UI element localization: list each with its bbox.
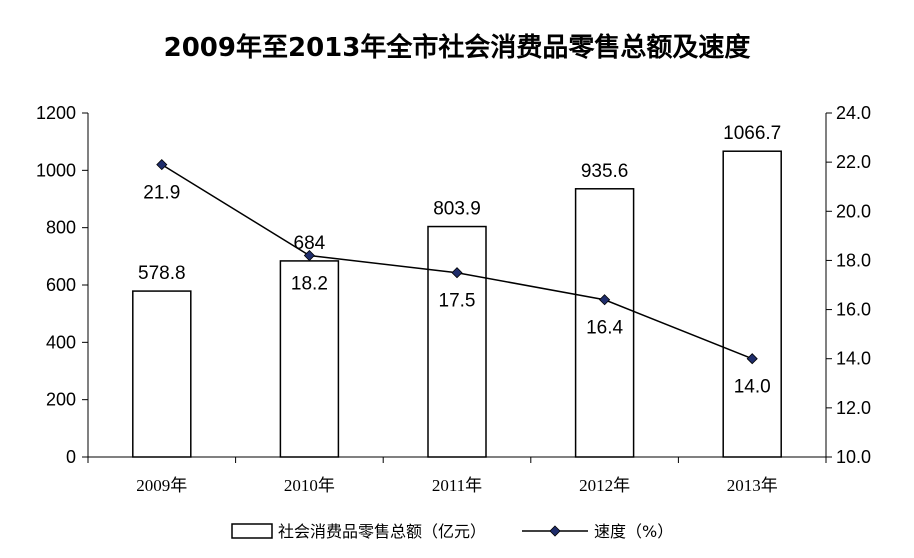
bar [574, 188, 635, 458]
bar-data-labels: 578.8 684 803.9 935.6 1066.7 [138, 123, 781, 284]
y-left-tick-label: 1200 [36, 103, 76, 123]
line-point-marker [746, 353, 758, 365]
chart-title: 2009年至2013年全市社会消费品零售总额及速度 [164, 32, 751, 63]
x-tick-label: 2009年 [136, 476, 187, 495]
legend-line-marker [549, 525, 561, 537]
line-point-marker [303, 249, 315, 262]
line-data-label: 17.5 [439, 291, 476, 312]
y-right-tick-label: 10.0 [836, 447, 871, 467]
bar [132, 290, 192, 458]
bar-series [132, 150, 782, 458]
line-data-label: 18.2 [291, 274, 328, 295]
bar-data-label: 1066.7 [723, 123, 781, 144]
y-left-tick-label: 0 [66, 447, 76, 467]
y-right-tick-label: 12.0 [836, 398, 871, 418]
bar [427, 225, 487, 458]
line-series [156, 159, 758, 365]
x-tick-label: 2013年 [727, 476, 778, 495]
y-left-tick-label: 800 [46, 218, 76, 238]
line-data-label: 14.0 [734, 377, 771, 398]
x-tick-label: 2011年 [432, 476, 482, 495]
legend-bar-label: 社会消费品零售总额（亿元） [278, 522, 486, 541]
y-right-tick-label: 22.0 [836, 152, 871, 172]
y-right-tick-label: 14.0 [836, 349, 871, 369]
line-data-labels: 21.9 18.2 17.5 16.4 14.0 [143, 183, 770, 398]
line-data-label: 16.4 [586, 318, 623, 339]
y-left-tick-label: 600 [46, 275, 76, 295]
bar [722, 150, 782, 458]
line-point-marker [156, 159, 168, 171]
y-right-tick-label: 20.0 [836, 201, 871, 221]
legend-line-label: 速度（%） [594, 522, 673, 541]
y-left-tick-label: 200 [46, 390, 76, 410]
y-right-tick-label: 18.0 [836, 250, 871, 270]
line-point-marker [451, 267, 463, 279]
x-tick-label: 2010年 [284, 476, 335, 495]
axes: 0 200 400 600 800 1000 1200 10.0 12.0 14.0 16.0 18.… [36, 103, 871, 495]
y-left-tick-label: 1000 [36, 160, 76, 180]
legend: 社会消费品零售总额（亿元） 速度（%） [231, 522, 673, 541]
bar-data-label: 578.8 [138, 263, 186, 284]
line-point-marker [599, 294, 611, 306]
bar-data-label: 935.6 [581, 161, 629, 182]
legend-bar-swatch [231, 523, 273, 539]
y-right-tick-label: 24.0 [836, 103, 871, 123]
y-right-tick-label: 16.0 [836, 300, 871, 320]
y-left-tick-label: 400 [46, 332, 76, 352]
line-data-label: 21.9 [143, 183, 180, 204]
bar-data-label: 803.9 [433, 199, 481, 220]
x-tick-label: 2012年 [579, 476, 630, 495]
bar-data-label: 684 [294, 233, 326, 254]
